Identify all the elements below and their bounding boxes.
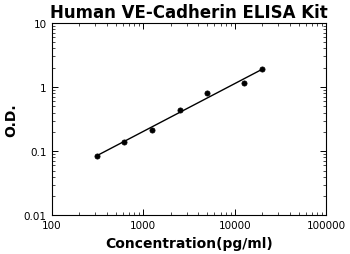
Point [177,108,182,113]
Title: Human VE-Cadherin ELISA Kit: Human VE-Cadherin ELISA Kit [50,4,328,22]
Point [149,128,155,132]
Point [259,68,265,72]
Point [204,92,210,96]
Point [241,82,246,86]
Y-axis label: O.D.: O.D. [4,103,18,136]
X-axis label: Concentration(pg/ml): Concentration(pg/ml) [105,236,273,250]
Point [122,140,127,144]
Point [94,154,100,158]
